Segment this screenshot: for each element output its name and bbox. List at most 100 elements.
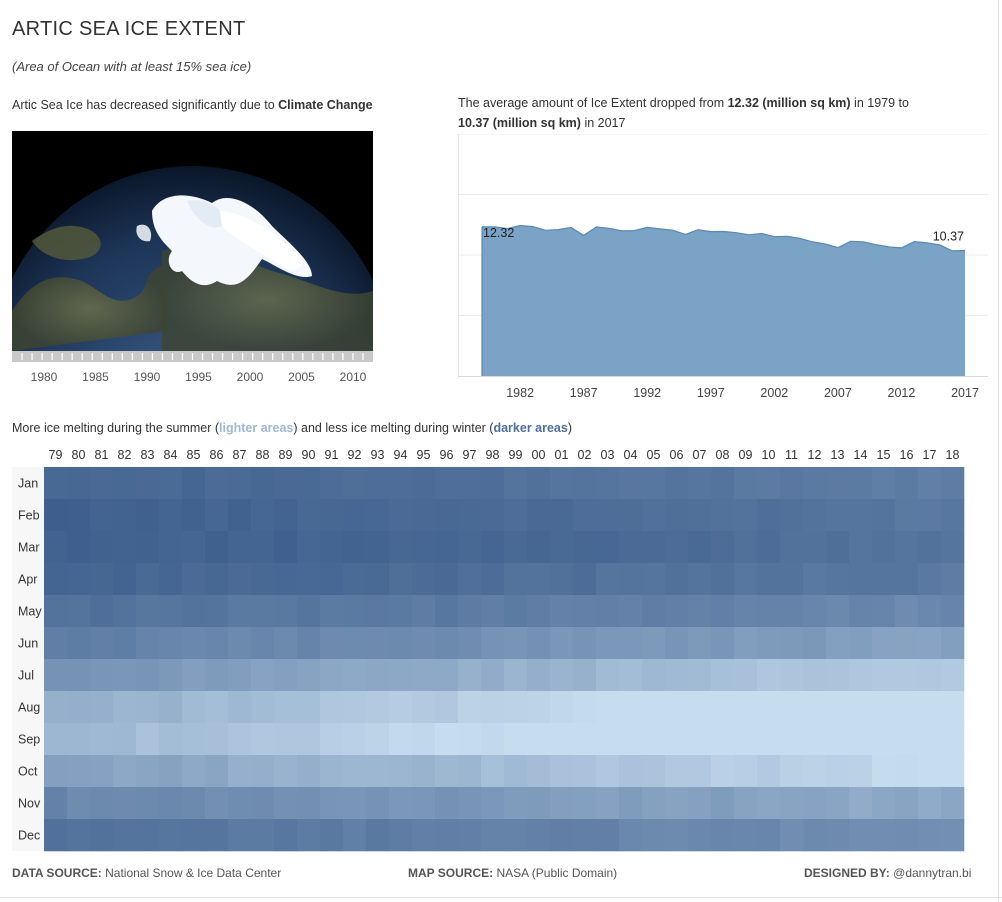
slider-notch bbox=[161, 353, 164, 360]
heatmap-cell bbox=[44, 659, 68, 692]
heatmap-cell bbox=[527, 627, 551, 660]
heatmap-cell bbox=[734, 563, 758, 596]
heatmap-cell bbox=[780, 787, 804, 820]
heatmap-cell bbox=[412, 659, 436, 692]
heatmap-cell bbox=[458, 787, 482, 820]
heatmap-row-header-band bbox=[12, 467, 44, 851]
heatmap-cell bbox=[205, 691, 229, 724]
heatmap-cell bbox=[228, 659, 252, 692]
heatmap-cell bbox=[366, 499, 390, 532]
heatmap-cell bbox=[826, 723, 850, 756]
heatmap-cell bbox=[389, 563, 413, 596]
heatmap-cell bbox=[435, 499, 459, 532]
heatmap-cell bbox=[320, 595, 344, 628]
heatmap-cell bbox=[343, 499, 367, 532]
heatmap-cell bbox=[849, 467, 873, 500]
heatmap-cell bbox=[90, 819, 114, 852]
heatmap-cell bbox=[734, 531, 758, 564]
heatmap-cell bbox=[274, 595, 298, 628]
heatmap-cell bbox=[67, 531, 91, 564]
map-caption: Artic Sea Ice has decreased significantl… bbox=[12, 95, 373, 115]
slider-notch bbox=[151, 353, 153, 360]
heatmap-cell bbox=[504, 723, 528, 756]
heatmap-cell bbox=[297, 627, 321, 660]
heatmap-cell bbox=[366, 531, 390, 564]
heatmap-cell bbox=[826, 467, 850, 500]
heatmap-cell bbox=[205, 595, 229, 628]
heatmap-cell bbox=[527, 723, 551, 756]
heatmap-cell bbox=[711, 595, 735, 628]
heatmap-cell bbox=[67, 563, 91, 596]
heatmap-cell bbox=[458, 595, 482, 628]
heatmap-cell bbox=[803, 691, 827, 724]
heatmap-cell bbox=[619, 691, 643, 724]
heatmap-cell bbox=[458, 819, 482, 852]
heatmap-cell bbox=[642, 723, 666, 756]
heatmap-cell bbox=[918, 595, 942, 628]
heatmap-cell bbox=[389, 531, 413, 564]
slider-notch bbox=[61, 353, 63, 360]
heatmap-cell bbox=[251, 691, 275, 724]
heatmap-cell bbox=[596, 723, 620, 756]
heatmap-cell bbox=[481, 627, 505, 660]
heatmap-cell bbox=[895, 723, 919, 756]
heatmap-cell bbox=[573, 659, 597, 692]
heatmap-cell bbox=[504, 691, 528, 724]
area-caption-text-2: in 1979 to bbox=[850, 96, 909, 110]
slider-notch bbox=[252, 353, 254, 360]
heatmap-cell bbox=[918, 755, 942, 788]
heatmap-cell bbox=[228, 787, 252, 820]
heatmap-cell bbox=[366, 563, 390, 596]
heatmap-cell bbox=[872, 659, 896, 692]
heatmap-cell bbox=[366, 755, 390, 788]
heatmap-cell bbox=[688, 787, 712, 820]
heatmap-cell bbox=[757, 723, 781, 756]
heatmap-cell bbox=[711, 723, 735, 756]
heatmap-row-label: Nov bbox=[18, 797, 41, 811]
heatmap-cell bbox=[688, 819, 712, 852]
footer-data-source-value: National Snow & Ice Data Center bbox=[101, 866, 282, 880]
heatmap-cell bbox=[734, 723, 758, 756]
heatmap-column-label: 93 bbox=[371, 448, 385, 462]
heatmap-cell bbox=[780, 595, 804, 628]
heatmap-cell bbox=[918, 723, 942, 756]
heatmap-cell bbox=[274, 499, 298, 532]
heatmap-cell bbox=[780, 499, 804, 532]
heatmap-cell bbox=[274, 819, 298, 852]
heatmap-cell bbox=[642, 691, 666, 724]
page-title: ARTIC SEA ICE EXTENT bbox=[12, 18, 246, 40]
heatmap-cell bbox=[642, 499, 666, 532]
heatmap-cell bbox=[44, 723, 68, 756]
heatmap-cell bbox=[389, 723, 413, 756]
heatmap-cell bbox=[113, 595, 137, 628]
footer-data-source: DATA SOURCE: National Snow & Ice Data Ce… bbox=[12, 866, 281, 880]
slider-notch bbox=[352, 353, 354, 360]
heatmap-cell bbox=[688, 755, 712, 788]
heatmap-cell bbox=[113, 819, 137, 852]
heatmap-cell bbox=[182, 691, 206, 724]
heatmap-cell bbox=[182, 595, 206, 628]
map-caption-emphasis: Climate Change bbox=[278, 98, 373, 112]
footer-designer-label: DESIGNED BY: bbox=[804, 866, 890, 880]
heatmap-cell bbox=[343, 819, 367, 852]
heatmap-cell bbox=[458, 627, 482, 660]
area-x-tick-label: 2012 bbox=[888, 386, 916, 400]
heatmap-cell bbox=[297, 819, 321, 852]
heatmap-cell bbox=[665, 467, 689, 500]
heatmap-cell bbox=[665, 531, 689, 564]
heatmap-cell bbox=[757, 627, 781, 660]
heatmap-cell bbox=[711, 755, 735, 788]
arctic-globe-icon bbox=[12, 131, 373, 351]
year-slider[interactable] bbox=[12, 351, 373, 362]
heatmap-cell bbox=[872, 787, 896, 820]
heatmap-cell bbox=[688, 691, 712, 724]
area-x-tick-label: 2007 bbox=[824, 386, 852, 400]
heatmap-cell bbox=[711, 499, 735, 532]
heatmap-cell bbox=[826, 595, 850, 628]
heatmap-cell bbox=[458, 755, 482, 788]
heatmap-column-label: 12 bbox=[808, 448, 822, 462]
heatmap-cell bbox=[596, 691, 620, 724]
heatmap-cell bbox=[343, 627, 367, 660]
heatmap-cell bbox=[297, 499, 321, 532]
footer-map-source-value: NASA (Public Domain) bbox=[493, 866, 618, 880]
